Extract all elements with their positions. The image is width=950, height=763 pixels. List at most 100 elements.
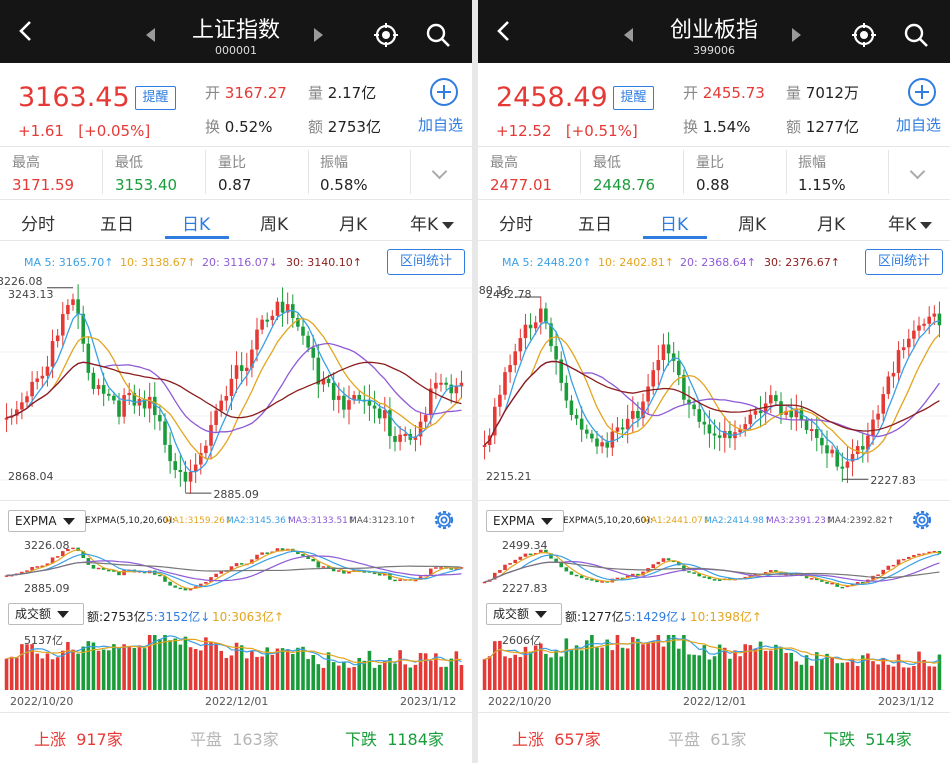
- expma-candle: [280, 548, 285, 551]
- target-icon[interactable]: [851, 22, 877, 48]
- candlestick-chart[interactable]: [478, 280, 950, 495]
- expma-candle: [774, 570, 778, 572]
- volume-bar: [290, 653, 295, 690]
- rising-count[interactable]: 上涨 917家: [34, 730, 123, 749]
- remind-button[interactable]: 提醒: [613, 86, 654, 110]
- search-icon[interactable]: [903, 22, 929, 48]
- prev-stock-icon[interactable]: [146, 28, 155, 42]
- divider: [478, 712, 950, 713]
- back-chevron-icon[interactable]: [492, 18, 518, 44]
- settings-gear-icon[interactable]: [910, 508, 934, 532]
- expma-candle: [439, 567, 443, 569]
- expma-candle: [106, 569, 111, 572]
- volume-bar: [183, 636, 188, 690]
- expma-candle: [584, 578, 589, 580]
- candle: [393, 426, 397, 452]
- volume-bar: [122, 644, 126, 690]
- candle: [922, 318, 926, 331]
- flat-count[interactable]: 平盘 163家: [190, 730, 279, 749]
- ma20-legend: 20: 3116.07↓: [202, 256, 278, 269]
- low-point-label: 2885.09: [213, 488, 259, 502]
- volume-bar: [503, 656, 507, 690]
- candle: [372, 390, 377, 424]
- expma-candle: [687, 571, 691, 573]
- volume-bar: [804, 655, 809, 690]
- volume-bar: [4, 658, 9, 690]
- volume-bar: [820, 659, 824, 690]
- volume-bar: [9, 656, 14, 690]
- rising-count[interactable]: 上涨 657家: [512, 730, 601, 749]
- expma-candle: [482, 581, 487, 584]
- next-stock-icon[interactable]: [792, 28, 801, 42]
- expand-chevron-down-icon[interactable]: [909, 163, 926, 180]
- tab-weekly-k[interactable]: 周K: [260, 215, 289, 235]
- target-icon[interactable]: [373, 22, 399, 48]
- volume-bar: [326, 652, 331, 690]
- candle: [25, 391, 29, 408]
- tab-yearly-k[interactable]: 年K: [410, 210, 455, 235]
- add-watchlist-icon[interactable]: [908, 78, 936, 106]
- volume-bar: [814, 652, 819, 690]
- tab-yearly-k[interactable]: 年K: [888, 210, 933, 235]
- candle: [912, 320, 916, 349]
- expma-candle: [912, 554, 916, 557]
- volume-indicator-selector[interactable]: 成交额: [486, 603, 562, 625]
- candle: [896, 341, 901, 382]
- settings-gear-icon[interactable]: [432, 508, 456, 532]
- falling-count[interactable]: 下跌 514家: [823, 730, 912, 749]
- add-watchlist-button[interactable]: 加自选: [418, 116, 464, 134]
- expma-selector[interactable]: EXPMA: [486, 510, 564, 532]
- next-stock-icon[interactable]: [314, 28, 323, 42]
- expma-candle: [357, 570, 362, 572]
- expma-selector[interactable]: EXPMA: [8, 510, 86, 532]
- expma-candle: [25, 570, 29, 572]
- divider: [478, 240, 950, 241]
- expma-candle: [398, 579, 402, 582]
- candle: [132, 384, 137, 414]
- stat-volume-ratio: 量比 0.87: [218, 155, 252, 194]
- expma-line: [484, 551, 940, 587]
- volume-bar: [656, 635, 661, 690]
- expma-candle: [219, 571, 224, 574]
- volume-bar: [275, 648, 280, 690]
- candle: [352, 390, 356, 405]
- tab-weekly-k[interactable]: 周K: [738, 215, 767, 235]
- range-stats-button[interactable]: 区间统计: [865, 249, 943, 275]
- tab-monthly-k[interactable]: 月K: [339, 215, 368, 235]
- tab-daily-k[interactable]: 日K: [182, 215, 211, 235]
- expma-candle: [101, 567, 106, 570]
- volume-bar: [112, 644, 116, 690]
- tab-five-day[interactable]: 五日: [100, 215, 134, 235]
- divider: [478, 146, 950, 147]
- expma-candle: [40, 565, 45, 568]
- tab-intraday[interactable]: 分时: [499, 215, 533, 235]
- expma-candle: [311, 558, 316, 562]
- volume-bar: [733, 650, 737, 690]
- back-chevron-icon[interactable]: [14, 18, 40, 44]
- search-icon[interactable]: [425, 22, 451, 48]
- expand-chevron-down-icon[interactable]: [431, 163, 448, 180]
- prev-stock-icon[interactable]: [624, 28, 633, 42]
- falling-count[interactable]: 下跌 1184家: [345, 730, 444, 749]
- volume-bar: [549, 657, 553, 690]
- volume-bar: [697, 655, 702, 690]
- tab-daily-k[interactable]: 日K: [660, 215, 689, 235]
- tab-monthly-k[interactable]: 月K: [817, 215, 846, 235]
- tab-five-day[interactable]: 五日: [578, 215, 612, 235]
- candle: [533, 315, 538, 335]
- volume-bar: [595, 647, 599, 690]
- volume-bar: [40, 658, 45, 690]
- candle: [20, 392, 24, 420]
- remind-button[interactable]: 提醒: [135, 86, 176, 110]
- flat-count[interactable]: 平盘 61家: [668, 730, 747, 749]
- tab-intraday[interactable]: 分时: [21, 215, 55, 235]
- add-watchlist-icon[interactable]: [430, 78, 458, 106]
- add-watchlist-button[interactable]: 加自选: [896, 116, 942, 134]
- expma-candle: [503, 564, 507, 571]
- candlestick-chart[interactable]: [0, 280, 472, 495]
- candle: [96, 378, 101, 396]
- axis-bottom-label: 2868.04: [8, 470, 54, 483]
- ma-line-5: [6, 309, 462, 473]
- volume-indicator-selector[interactable]: 成交额: [8, 603, 84, 625]
- range-stats-button[interactable]: 区间统计: [387, 249, 465, 275]
